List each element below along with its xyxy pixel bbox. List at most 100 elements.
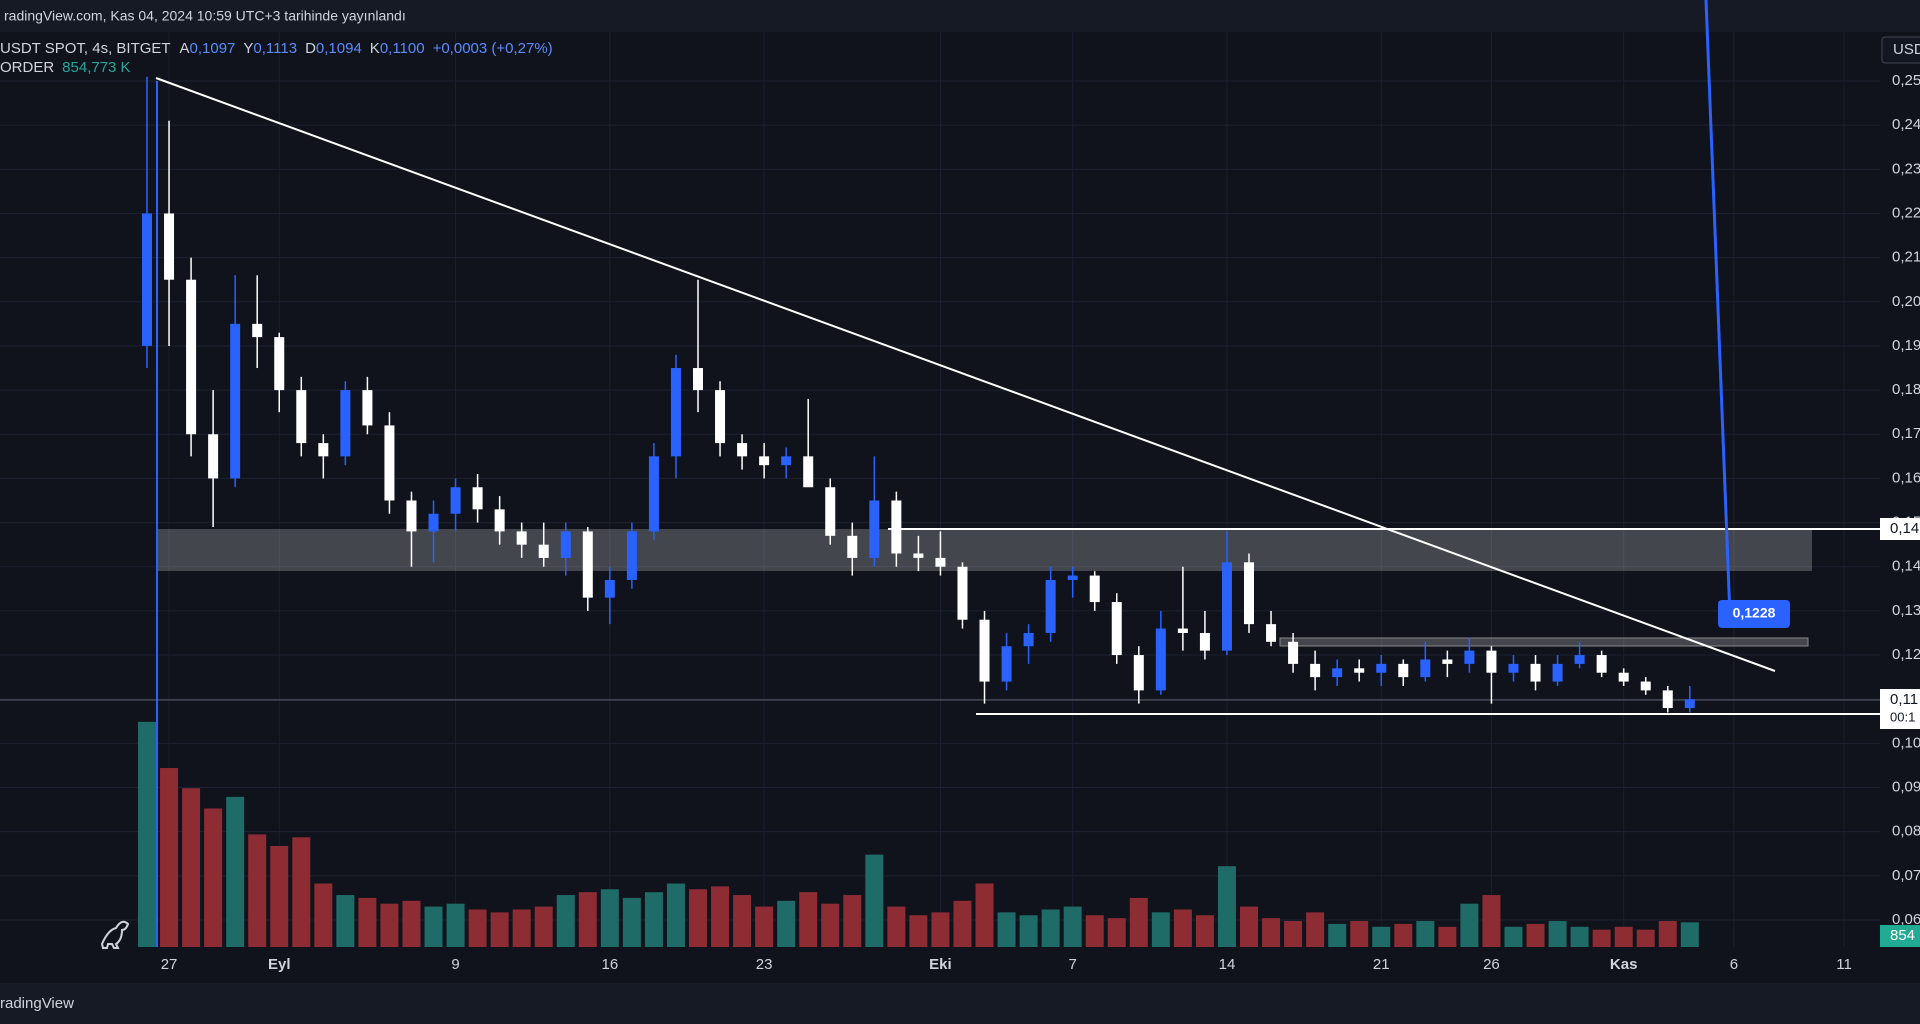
y-tick-label: 0,22 (1892, 204, 1920, 221)
legend-line: USDT SPOT, 4s, BITGET A0,1097 Y0,1113 D0,10… (0, 40, 553, 57)
candle-body (538, 544, 549, 558)
resistance-zone (157, 529, 1812, 571)
volume-bar (1217, 866, 1236, 947)
volume-bar (733, 895, 752, 947)
candle-body (1640, 681, 1651, 691)
candle-body (384, 425, 395, 501)
x-tick-label: 21 (1373, 956, 1390, 973)
candle-body (1023, 632, 1034, 647)
volume-bar (755, 906, 774, 947)
y-tick-label: 0,13 (1892, 602, 1920, 619)
candle-body (1332, 668, 1343, 678)
volume-bar (380, 903, 399, 947)
currency: USD (1893, 41, 1920, 58)
candle-body (1089, 575, 1100, 603)
volume-bar (446, 903, 465, 947)
y-tick-label: 0,20 (1892, 293, 1920, 310)
volume-bar (1151, 912, 1170, 947)
volume-bar (1350, 921, 1369, 947)
y-tick-label: 0,14 (1892, 558, 1920, 575)
candle-body (1574, 655, 1585, 664)
volume-bar (1019, 915, 1038, 947)
volume-bar (1284, 921, 1303, 947)
change: +0,0003 (+0,27%) (433, 40, 553, 57)
x-axis: 27 Eyl 9 16 23 Eki 7 14 21 26 Kas 6 11 (161, 956, 1852, 973)
candle-body (737, 443, 748, 457)
x-tick-label: 16 (601, 956, 618, 973)
resistance-label: 0,14 (1890, 520, 1919, 537)
volume-bar (1262, 918, 1281, 947)
candle-body (1155, 628, 1166, 691)
candle-body (1464, 650, 1475, 664)
callout-text: 0,1228 (1733, 605, 1776, 621)
logo-icon (100, 920, 130, 949)
candle-body (1177, 628, 1188, 633)
volume-bar (909, 915, 928, 947)
volume-bar (1680, 922, 1699, 947)
x-tick-label: Kas (1610, 956, 1638, 973)
candle-body (847, 535, 858, 558)
candle-body (1596, 655, 1607, 673)
symbol: USDT SPOT, 4s, BITGET (0, 40, 170, 57)
callout-pointer (1704, 0, 1732, 618)
volume-bar (424, 906, 443, 947)
candle-body (1244, 562, 1254, 625)
volume-bar (644, 892, 663, 947)
y-tick-label: 0,12 (1892, 646, 1920, 663)
candle-body (274, 337, 285, 391)
candle-body (1310, 663, 1321, 678)
candle-body (891, 500, 902, 554)
volume-bar (1570, 926, 1589, 947)
x-tick-label: 6 (1730, 956, 1738, 973)
volume-bar (182, 788, 201, 947)
candle-body (1001, 646, 1012, 682)
volume-bar (556, 895, 575, 947)
y-tick-label: 0,09 (1892, 778, 1920, 795)
volume-bar (1394, 923, 1413, 947)
ohlc-value: 0,1097 (190, 40, 236, 57)
y-tick-label: 0,24 (1892, 116, 1920, 133)
candle-body (1376, 663, 1387, 673)
published-text: radingView.com, Kas 04, 2024 10:59 UTC+3… (4, 8, 406, 24)
volume-bar (1482, 895, 1501, 947)
volume-bar (490, 912, 509, 947)
volume-bar (843, 895, 862, 947)
volume-bar (1614, 926, 1633, 947)
volume-bar (578, 892, 597, 947)
volume-bar (1372, 926, 1391, 947)
resistance-label-box (1880, 518, 1920, 540)
volume-bar (468, 909, 487, 947)
price-axis (1880, 32, 1920, 982)
last-price-box (1880, 689, 1920, 729)
candle-body (560, 531, 571, 558)
bottom-bar (0, 983, 1920, 1024)
y-tick-label: 0,19 (1892, 337, 1920, 354)
ohlc-key: K (370, 40, 380, 57)
volume-bar (622, 897, 641, 947)
ohlc-value: 0,1094 (316, 40, 362, 57)
footer: radingView (0, 995, 74, 1012)
candle-body (1486, 650, 1497, 673)
volume-bar (975, 883, 994, 947)
ohlc-value: 0,1100 (380, 40, 425, 57)
candles (142, 76, 1695, 713)
y-tick-label: 0,23 (1892, 160, 1920, 177)
volume-bar (1129, 897, 1148, 947)
volume-bar (402, 900, 421, 947)
candle-body (186, 279, 197, 435)
candle-body (582, 531, 593, 598)
volume-bar (336, 895, 355, 947)
candle-body (1684, 699, 1695, 709)
candle-body (1442, 659, 1453, 664)
candle-body (318, 443, 329, 457)
volume-bar (1085, 915, 1104, 947)
volume-bar (1526, 923, 1545, 947)
candle-body (1067, 575, 1078, 580)
countdown: 00:1 (1890, 709, 1915, 724)
candle-body (296, 390, 307, 444)
volume-legend: ORDER 854,773 K (0, 59, 131, 76)
volume-bar (777, 900, 796, 947)
candle-body (1221, 562, 1232, 651)
volume-bar (1504, 926, 1523, 947)
candle-body (230, 323, 241, 479)
